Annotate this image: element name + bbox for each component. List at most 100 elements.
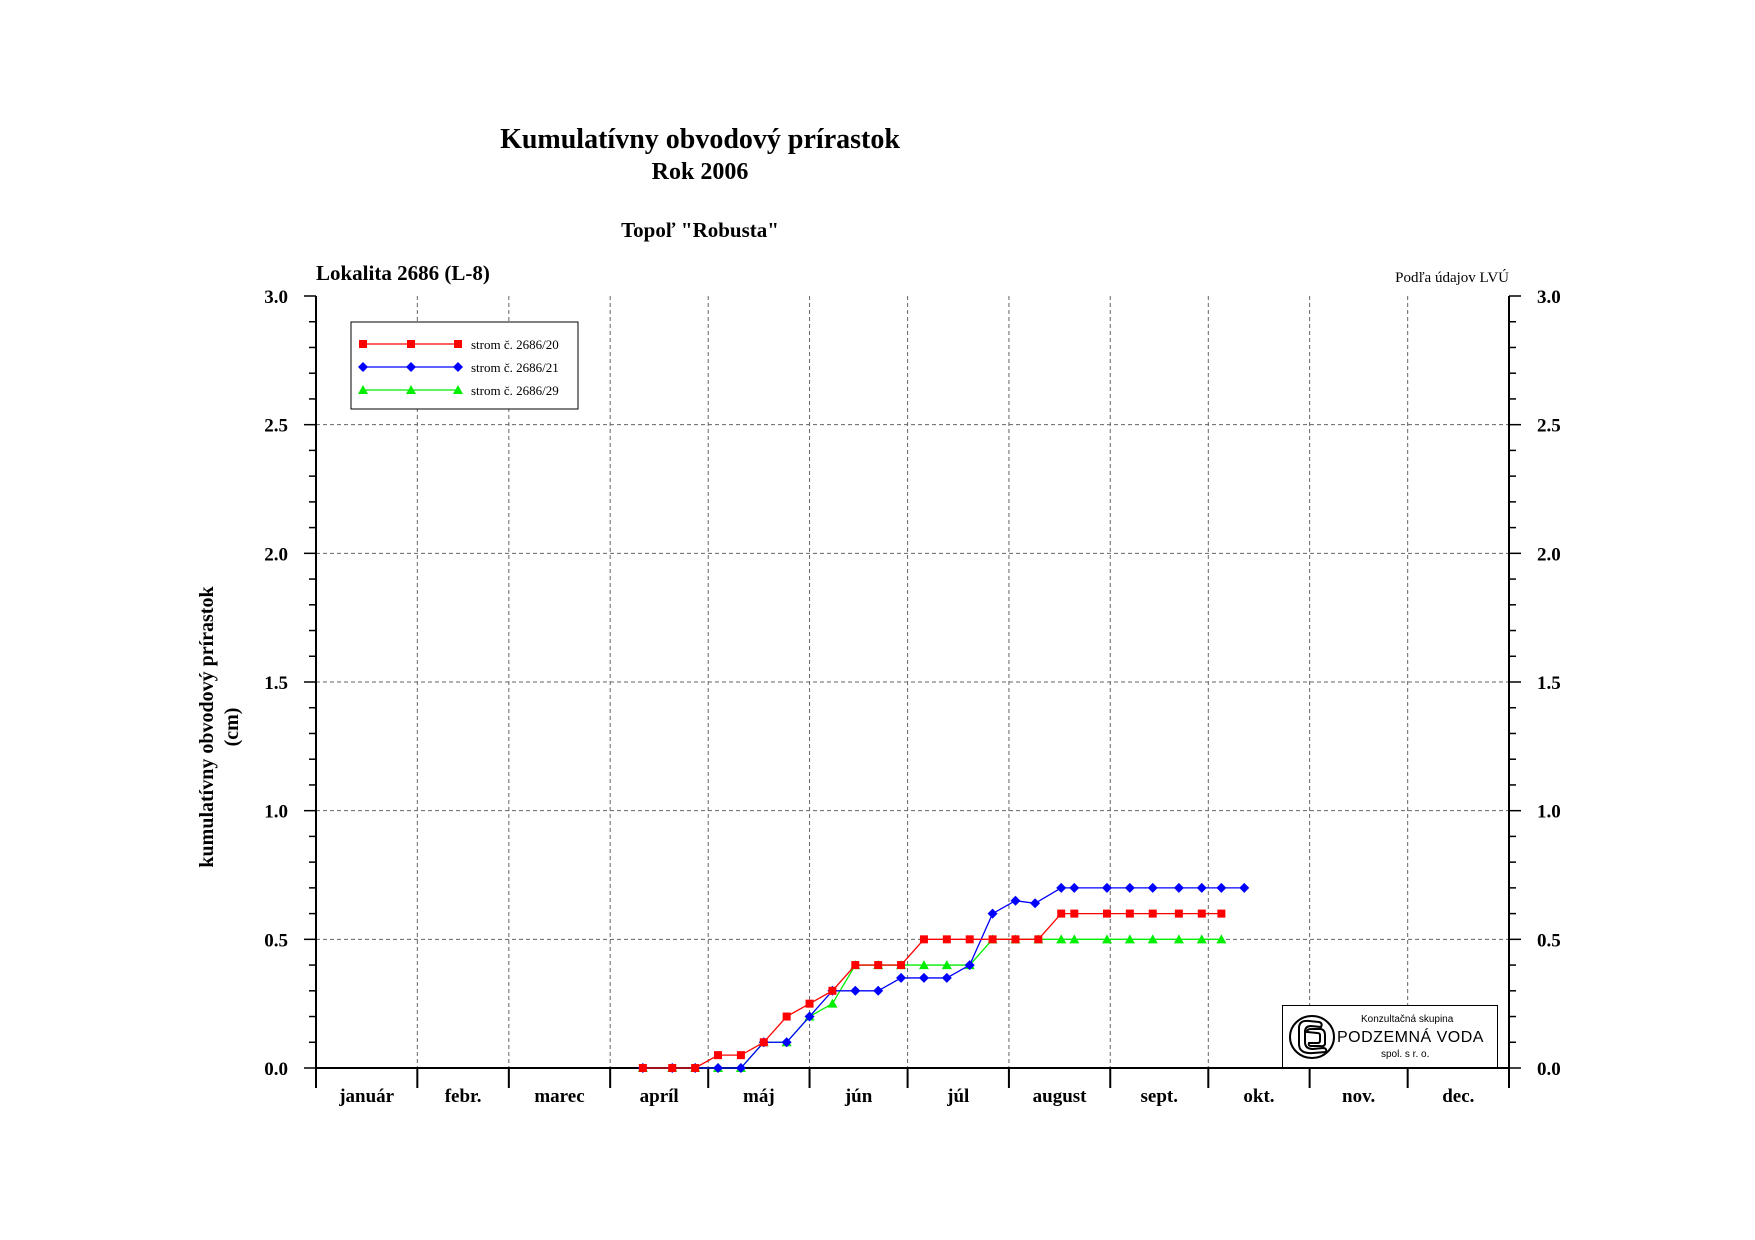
data-point: [1069, 934, 1080, 944]
legend: strom č. 2686/20 strom č. 2686/21 strom č.…: [350, 321, 579, 410]
data-point: [668, 1064, 677, 1072]
series-layer: [637, 882, 1250, 1073]
data-point: [941, 972, 952, 983]
data-point: [691, 1064, 700, 1072]
data-point: [1030, 898, 1041, 909]
x-tick-label: febr.: [445, 1086, 482, 1107]
legend-marker: [358, 362, 368, 372]
data-point: [1056, 882, 1067, 893]
data-point: [1216, 882, 1227, 893]
data-point: [1239, 882, 1250, 893]
legend-marker: [406, 362, 416, 372]
logo-line2: PODZEMNÁ VODA: [1337, 1029, 1484, 1046]
data-point: [1124, 934, 1135, 944]
data-point: [1010, 895, 1021, 906]
x-tick-label: apríl: [640, 1086, 679, 1107]
y-tick-label-left: 0.5: [264, 930, 288, 951]
x-tick-label: okt.: [1243, 1086, 1274, 1107]
data-point: [736, 1051, 745, 1060]
data-point: [1125, 909, 1134, 918]
data-point: [1057, 909, 1066, 918]
data-point: [1011, 935, 1020, 944]
y-axis-title-line2: (cm): [221, 708, 243, 747]
data-point: [1124, 882, 1135, 893]
series-line: [642, 912, 1222, 1069]
legend-box: [350, 321, 579, 410]
data-point: [965, 935, 974, 944]
legend-label: strom č. 2686/20: [471, 337, 559, 352]
species-label: Topoľ "Robusta": [621, 218, 779, 242]
y-axis-title-line1: kumulatívny obvodový prírastok: [196, 586, 218, 868]
data-point: [1216, 934, 1227, 944]
series-2: [637, 882, 1250, 1073]
data-point: [1196, 882, 1207, 893]
legend-marker: [406, 385, 416, 394]
data-point: [1102, 909, 1111, 918]
data-point: [964, 960, 975, 971]
y-axis-title: kumulatívny obvodový prírastok (cm): [196, 586, 243, 868]
y-tick-label-right: 0.5: [1537, 930, 1561, 951]
legend-marker: [359, 340, 367, 348]
x-tick-label: jún: [844, 1086, 873, 1107]
x-tick-label: máj: [743, 1086, 775, 1107]
legend-marker: [407, 340, 415, 348]
y-axis-right: 0.0 0.5 1.0 1.5 2.0 2.5 3.0: [1509, 287, 1561, 1080]
legend-marker: [358, 385, 368, 394]
y-tick-label-right: 0.0: [1537, 1059, 1561, 1080]
series-line: [642, 938, 1222, 1069]
chart-subtitle: Rok 2006: [652, 159, 749, 185]
data-point: [942, 935, 951, 944]
data-point: [1056, 934, 1067, 944]
x-tick-label: august: [1033, 1086, 1088, 1107]
data-point: [1148, 909, 1157, 918]
y-tick-label-left: 0.0: [264, 1059, 288, 1080]
podzemna-voda-logo-icon: [1289, 1015, 1335, 1059]
x-tick-label: júl: [946, 1086, 969, 1107]
x-tick-label: január: [338, 1086, 394, 1107]
y-tick-label-right: 2.0: [1537, 544, 1561, 565]
location-label: Lokalita 2686 (L-8): [316, 261, 490, 285]
data-point: [919, 935, 928, 944]
data-point: [782, 1012, 791, 1021]
data-point: [1070, 909, 1079, 918]
data-point: [851, 961, 860, 970]
legend-marker: [453, 385, 463, 394]
x-tick-label: nov.: [1342, 1086, 1375, 1107]
logo-line3: spol. s r. o.: [1381, 1049, 1430, 1060]
data-point: [1173, 882, 1184, 893]
data-point: [987, 908, 998, 919]
data-point: [759, 1038, 768, 1047]
data-point: [896, 972, 907, 983]
legend-label: strom č. 2686/21: [471, 360, 559, 375]
grid: [316, 296, 1509, 1068]
axes: [315, 296, 1510, 1088]
data-point: [1196, 934, 1207, 944]
legend-label: strom č. 2686/29: [471, 383, 559, 398]
data-point: [735, 1063, 746, 1073]
data-point: [804, 1011, 815, 1022]
y-tick-label-right: 1.0: [1537, 802, 1561, 823]
data-point: [1069, 882, 1080, 893]
data-point: [1147, 934, 1158, 944]
data-point: [850, 985, 861, 996]
data-point: [1217, 909, 1226, 918]
y-axis-left: 0.0 0.5 1.0 1.5 2.0 2.5 3.0: [264, 287, 316, 1080]
data-point: [1147, 882, 1158, 893]
data-point: [873, 985, 884, 996]
data-point: [1101, 934, 1112, 944]
y-tick-label-left: 2.5: [264, 416, 288, 437]
x-axis-months: január febr. marec apríl máj jún júl august sept…: [338, 1086, 1474, 1107]
data-point: [827, 998, 838, 1008]
chart-title: Kumulatívny obvodový prírastok: [500, 124, 900, 155]
data-point: [874, 961, 883, 970]
data-point: [897, 961, 906, 970]
logo-box: Konzultačná skupina PODZEMNÁ VODA spol. …: [1282, 1005, 1498, 1068]
source-note: Podľa údajov LVÚ: [1395, 269, 1509, 286]
logo-line1: Konzultačná skupina: [1361, 1014, 1454, 1025]
data-point: [713, 1063, 724, 1073]
x-tick-label: dec.: [1442, 1086, 1474, 1107]
y-tick-label-left: 3.0: [264, 287, 288, 308]
series-1: [638, 909, 1226, 1072]
data-point: [1174, 909, 1183, 918]
